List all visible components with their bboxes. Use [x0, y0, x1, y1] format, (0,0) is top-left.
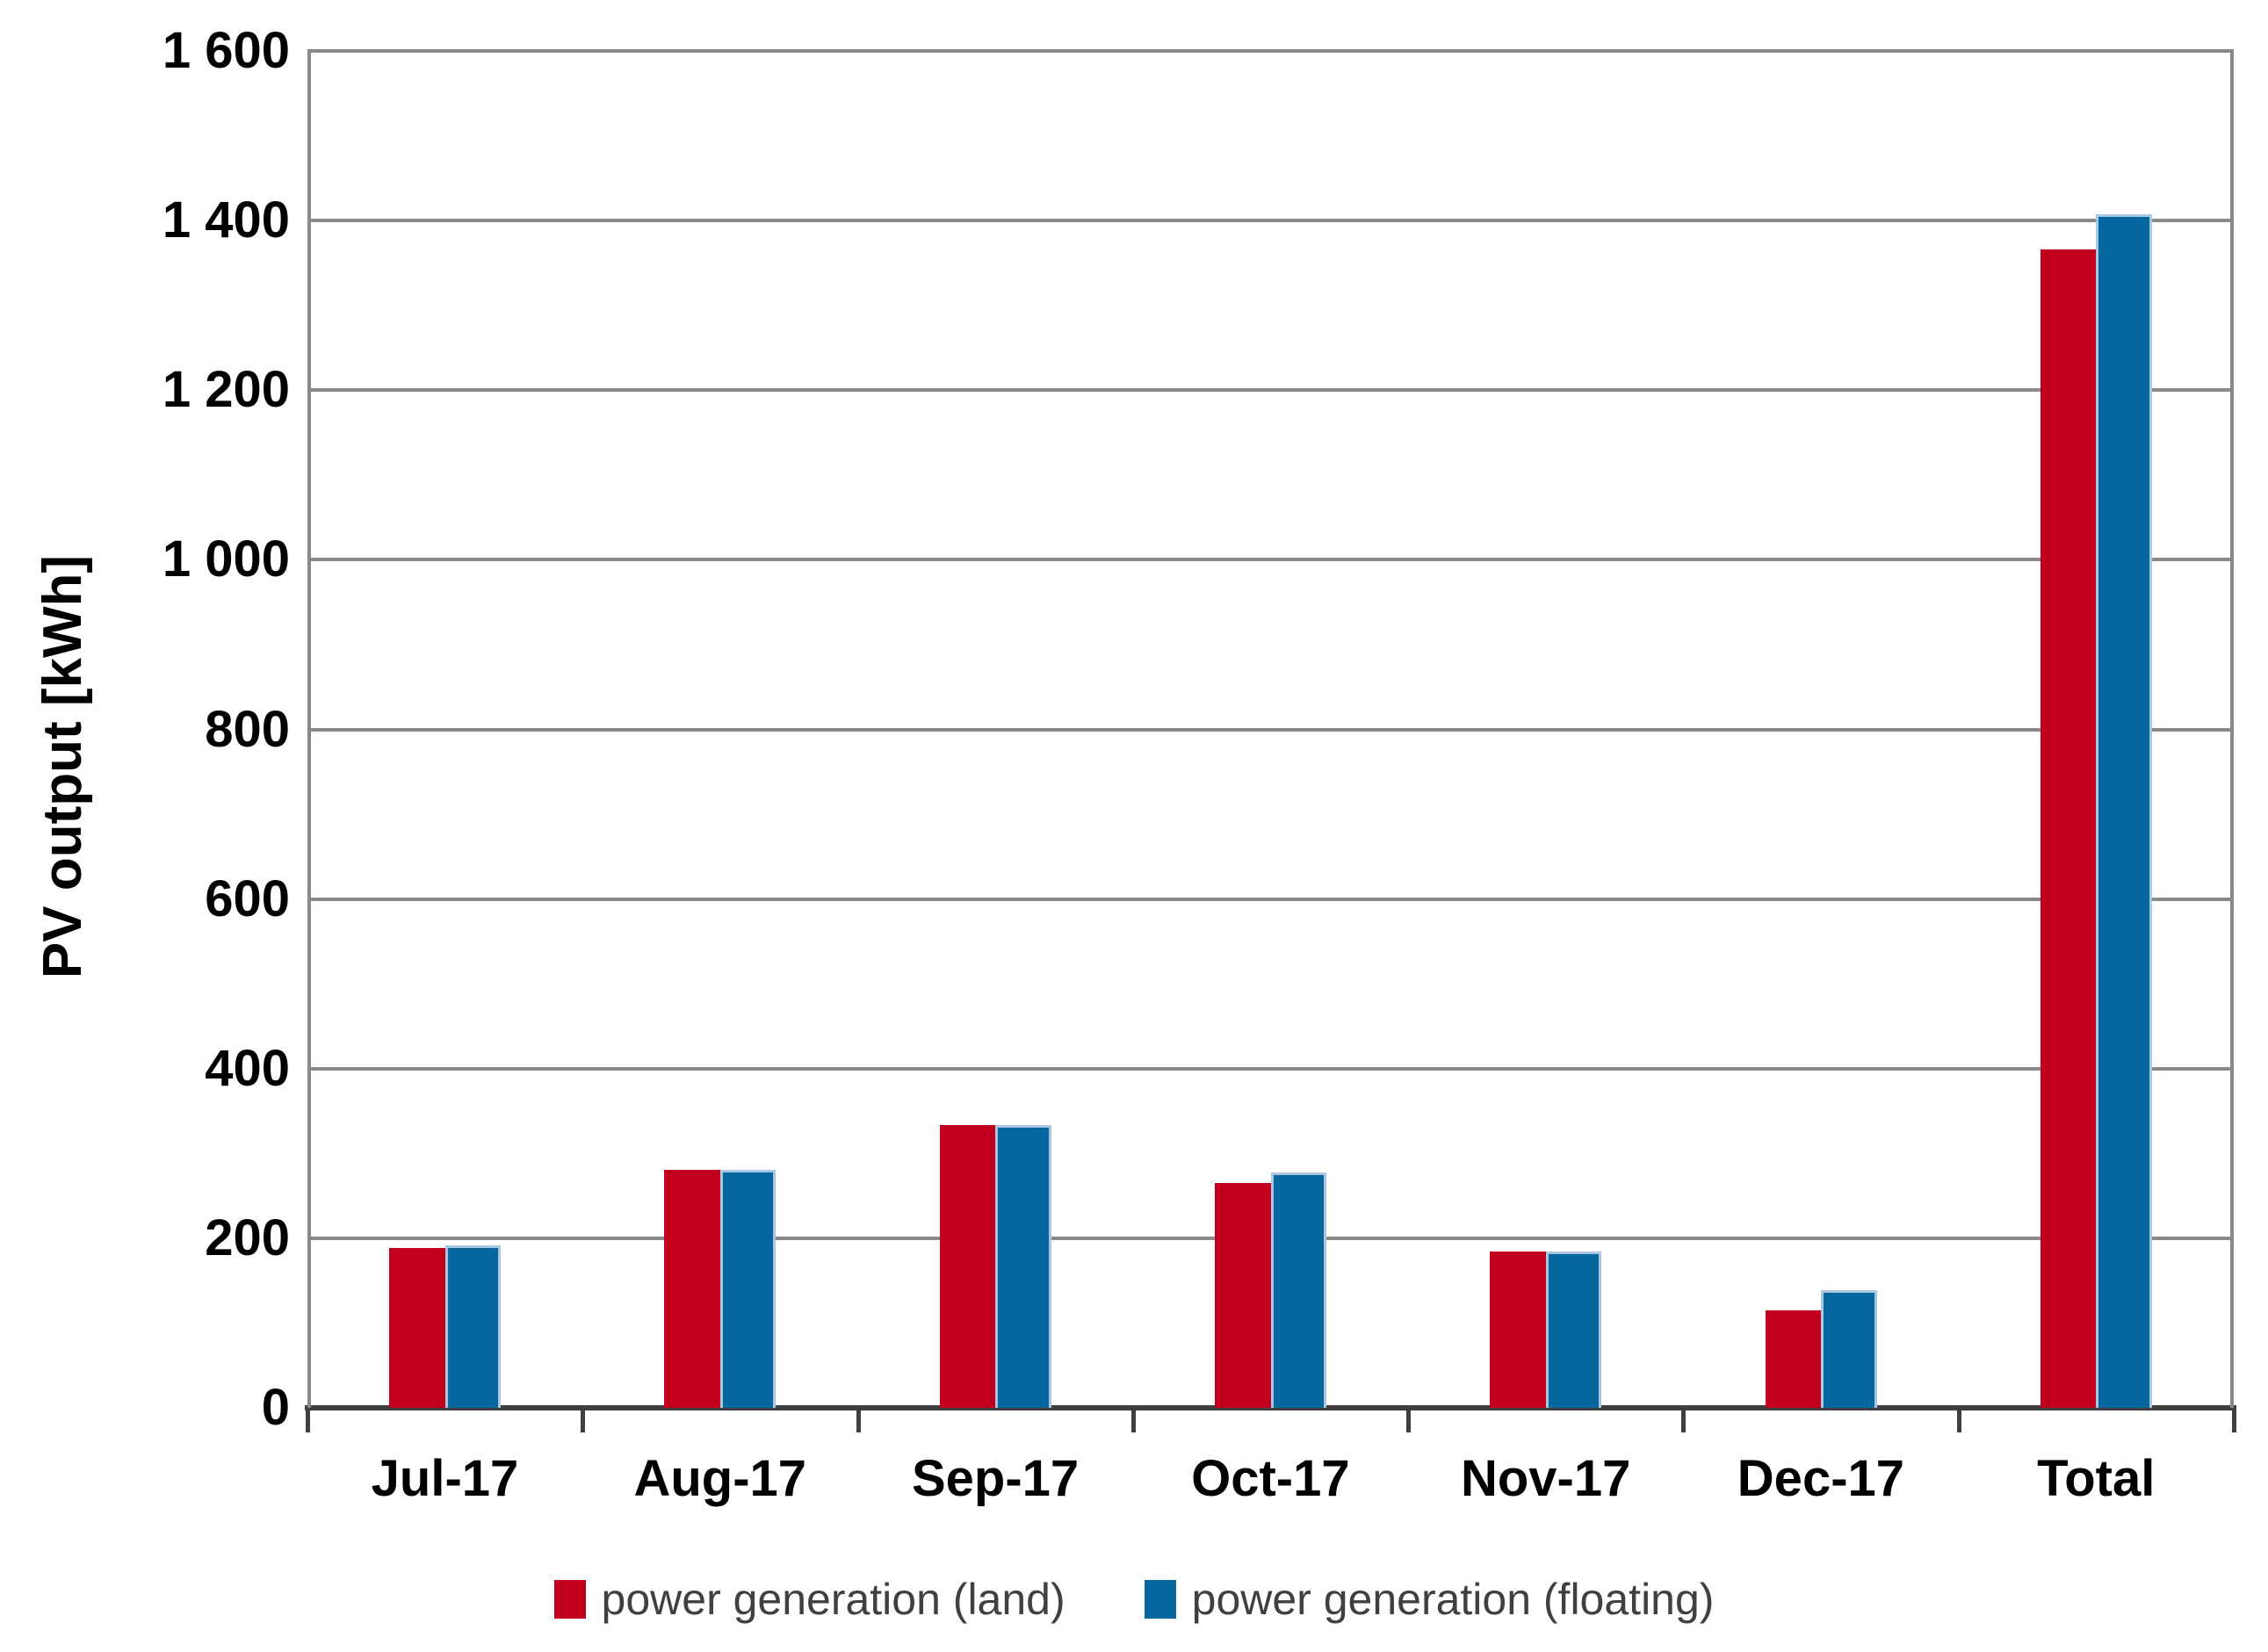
gridline-400 [307, 1066, 2234, 1071]
bar-aug-17-floating [719, 1169, 776, 1408]
plot-border-left [307, 51, 311, 1408]
plot-area [305, 49, 2236, 1432]
gridline-1400 [307, 219, 2234, 223]
x-axis-tick [2232, 1408, 2236, 1432]
x-category-label-aug-17: Aug-17 [633, 1450, 807, 1507]
x-axis-tick [306, 1408, 310, 1432]
x-axis-tick [1406, 1408, 1412, 1432]
y-tick-label-600: 600 [205, 869, 290, 927]
y-tick-label-1200: 1 200 [162, 361, 290, 419]
legend-label-floating: power generation (floating) [1191, 1575, 1715, 1624]
y-tick-label-1000: 1 000 [162, 530, 290, 588]
bar-jul-17-land [389, 1248, 445, 1408]
gridline-1200 [307, 388, 2234, 393]
gridline-600 [307, 897, 2234, 901]
x-axis-tick [581, 1408, 586, 1432]
bar-oct-17-land [1215, 1183, 1271, 1408]
gridline-800 [307, 727, 2234, 732]
x-category-label-total: Total [2037, 1450, 2156, 1507]
y-tick-label-200: 200 [205, 1208, 290, 1266]
bar-sep-17-floating [995, 1125, 1051, 1408]
bar-jul-17-floating [444, 1244, 502, 1408]
bar-nov-17-land [1490, 1252, 1546, 1408]
x-axis-tick [856, 1408, 861, 1432]
bar-dec-17-floating [1821, 1289, 1877, 1408]
y-tick-label-400: 400 [205, 1039, 290, 1097]
x-axis-tick [1956, 1408, 1961, 1432]
y-tick-label-800: 800 [205, 700, 290, 758]
plot-border-right [2230, 51, 2234, 1408]
bar-aug-17-land [664, 1169, 720, 1408]
bar-dec-17-land [1765, 1309, 1822, 1408]
bar-sep-17-land [939, 1125, 996, 1408]
x-axis-tick [1130, 1408, 1136, 1432]
x-category-label-jul-17: Jul-17 [371, 1450, 519, 1507]
x-category-label-dec-17: Dec-17 [1737, 1450, 1905, 1507]
x-category-label-sep-17: Sep-17 [911, 1450, 1080, 1507]
legend-swatch-floating-icon [1144, 1580, 1176, 1619]
x-axis-tick [1681, 1408, 1687, 1432]
legend-item-land: power generation (land) [553, 1574, 1065, 1625]
legend-swatch-land-icon [553, 1580, 586, 1619]
legend: power generation (land) power generation… [0, 1574, 2268, 1625]
legend-label-land: power generation (land) [601, 1575, 1065, 1624]
legend-item-floating: power generation (floating) [1144, 1574, 1715, 1625]
y-tick-label-0: 0 [261, 1379, 290, 1436]
x-category-label-nov-17: Nov-17 [1460, 1450, 1631, 1507]
bar-oct-17-floating [1270, 1172, 1326, 1408]
x-category-label-oct-17: Oct-17 [1191, 1450, 1350, 1507]
bar-total-land [2040, 249, 2097, 1408]
bar-nov-17-floating [1545, 1252, 1602, 1408]
gridline-1000 [307, 558, 2234, 562]
y-tick-label-1400: 1 400 [162, 191, 290, 249]
gridline-1600 [307, 49, 2234, 53]
y-tick-label-1600: 1 600 [162, 22, 290, 79]
x-axis-line [305, 1405, 2236, 1410]
bar-total-floating [2096, 214, 2152, 1408]
